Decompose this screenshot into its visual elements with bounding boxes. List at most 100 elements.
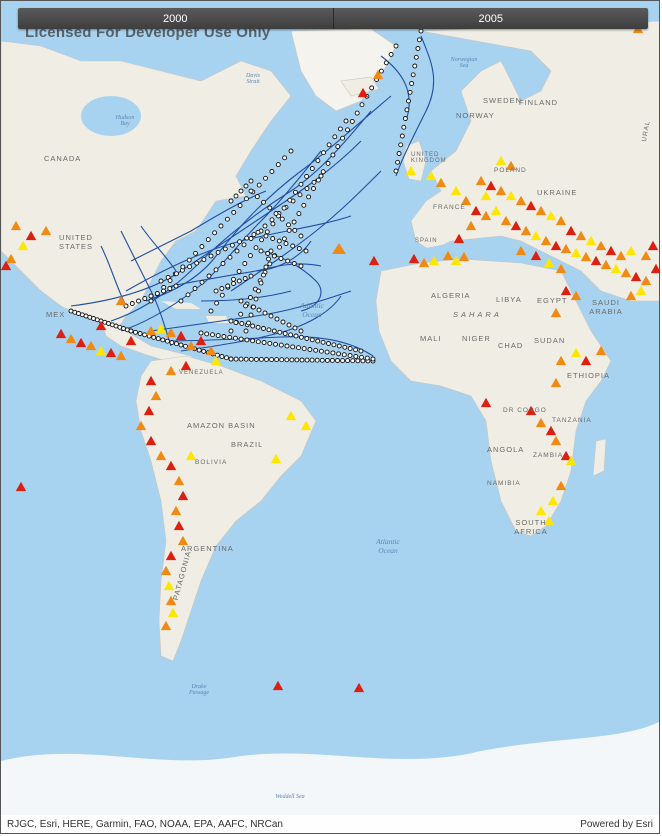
hurricane-point[interactable]: [236, 268, 242, 274]
volcano-triangle[interactable]: [95, 345, 107, 356]
hurricane-point[interactable]: [248, 188, 254, 194]
hurricane-point[interactable]: [213, 288, 219, 294]
volcano-triangle[interactable]: [555, 215, 567, 226]
hurricane-point[interactable]: [238, 356, 244, 362]
volcano-triangle[interactable]: [515, 245, 527, 256]
hurricane-point[interactable]: [158, 278, 164, 284]
hurricane-point[interactable]: [164, 338, 170, 344]
hurricane-point[interactable]: [237, 203, 243, 208]
hurricane-point[interactable]: [238, 188, 244, 194]
time-slider[interactable]: 2000 2005: [18, 8, 648, 29]
hurricane-point[interactable]: [196, 347, 202, 353]
volcano-triangle[interactable]: [480, 210, 492, 221]
hurricane-point[interactable]: [270, 236, 276, 241]
hurricane-point[interactable]: [284, 357, 290, 363]
hurricane-point[interactable]: [277, 244, 282, 250]
volcano-triangle[interactable]: [545, 425, 557, 436]
hurricane-point[interactable]: [155, 336, 161, 342]
hurricane-point[interactable]: [320, 339, 326, 345]
hurricane-point[interactable]: [169, 340, 175, 345]
volcano-triangle[interactable]: [143, 405, 155, 416]
hurricane-point[interactable]: [378, 68, 384, 74]
hurricane-point[interactable]: [345, 127, 350, 133]
volcano-triangle[interactable]: [480, 190, 492, 201]
volcano-triangle[interactable]: [450, 255, 462, 266]
hurricane-point[interactable]: [324, 357, 330, 363]
hurricane-point[interactable]: [274, 357, 280, 363]
hurricane-point[interactable]: [142, 332, 148, 338]
volcano-triangle[interactable]: [458, 251, 470, 262]
hurricane-point[interactable]: [364, 355, 370, 361]
hurricane-point[interactable]: [291, 261, 297, 266]
hurricane-point[interactable]: [167, 286, 173, 291]
hurricane-point[interactable]: [267, 205, 273, 211]
hurricane-point[interactable]: [279, 357, 285, 363]
hurricane-point[interactable]: [199, 244, 205, 249]
hurricane-point[interactable]: [276, 238, 282, 244]
hurricane-point[interactable]: [324, 349, 330, 355]
hurricane-point[interactable]: [285, 258, 291, 264]
hurricane-point[interactable]: [407, 89, 413, 95]
hurricane-point[interactable]: [246, 320, 251, 326]
hurricane-point[interactable]: [404, 107, 410, 113]
volcano-triangle[interactable]: [640, 275, 652, 286]
hurricane-point[interactable]: [290, 243, 296, 249]
volcano-triangle[interactable]: [555, 263, 567, 274]
hurricane-point[interactable]: [315, 158, 321, 164]
hurricane-point[interactable]: [262, 223, 268, 229]
volcano-triangle[interactable]: [545, 210, 557, 221]
hurricane-point[interactable]: [250, 338, 256, 344]
hurricane-point[interactable]: [212, 230, 218, 236]
hurricane-point[interactable]: [151, 334, 157, 340]
hurricane-point[interactable]: [253, 356, 259, 362]
volcano-triangle[interactable]: [570, 290, 582, 301]
hurricane-point[interactable]: [320, 169, 326, 175]
volcano-triangle[interactable]: [285, 410, 297, 421]
volcano-triangle[interactable]: [480, 397, 492, 408]
volcano-triangle[interactable]: [550, 377, 562, 388]
hurricane-point[interactable]: [294, 357, 300, 363]
volcano-triangle[interactable]: [185, 450, 197, 461]
hurricane-point[interactable]: [263, 264, 269, 270]
hurricane-point[interactable]: [418, 28, 424, 34]
hurricane-point[interactable]: [359, 354, 364, 360]
hurricane-point[interactable]: [228, 356, 234, 362]
hurricane-point[interactable]: [210, 332, 215, 338]
hurricane-point[interactable]: [208, 308, 214, 314]
volcano-triangle[interactable]: [570, 247, 582, 258]
hurricane-point[interactable]: [331, 342, 337, 348]
hurricane-point[interactable]: [370, 356, 376, 362]
volcano-triangle[interactable]: [428, 255, 440, 266]
hurricane-point[interactable]: [261, 272, 266, 278]
volcano-triangle[interactable]: [145, 435, 157, 446]
volcano-triangle[interactable]: [125, 335, 137, 346]
hurricane-point[interactable]: [284, 343, 290, 349]
hurricane-point[interactable]: [186, 257, 192, 263]
volcano-triangle[interactable]: [173, 520, 185, 531]
volcano-triangle[interactable]: [595, 240, 607, 251]
volcano-triangle[interactable]: [170, 505, 182, 516]
volcano-triangle[interactable]: [165, 460, 177, 471]
volcano-triangle[interactable]: [17, 240, 29, 251]
hurricane-point[interactable]: [214, 300, 220, 306]
hurricane-point[interactable]: [247, 295, 253, 300]
hurricane-point[interactable]: [395, 159, 401, 165]
volcano-triangle[interactable]: [450, 185, 462, 196]
hurricane-point[interactable]: [304, 357, 310, 363]
hurricane-point[interactable]: [304, 186, 310, 191]
hurricane-point[interactable]: [287, 197, 293, 203]
hurricane-point[interactable]: [321, 150, 326, 156]
hurricane-point[interactable]: [206, 273, 212, 279]
hurricane-point[interactable]: [213, 267, 219, 273]
hurricane-point[interactable]: [359, 102, 365, 108]
hurricane-point[interactable]: [167, 278, 173, 283]
hurricane-point[interactable]: [315, 338, 321, 344]
volcano-triangle[interactable]: [165, 550, 177, 561]
hurricane-point[interactable]: [263, 233, 269, 239]
hurricane-point[interactable]: [355, 358, 361, 364]
hurricane-point[interactable]: [271, 328, 277, 334]
hurricane-point[interactable]: [220, 261, 226, 266]
volcano-triangle[interactable]: [405, 165, 417, 176]
hurricane-point[interactable]: [178, 298, 184, 304]
